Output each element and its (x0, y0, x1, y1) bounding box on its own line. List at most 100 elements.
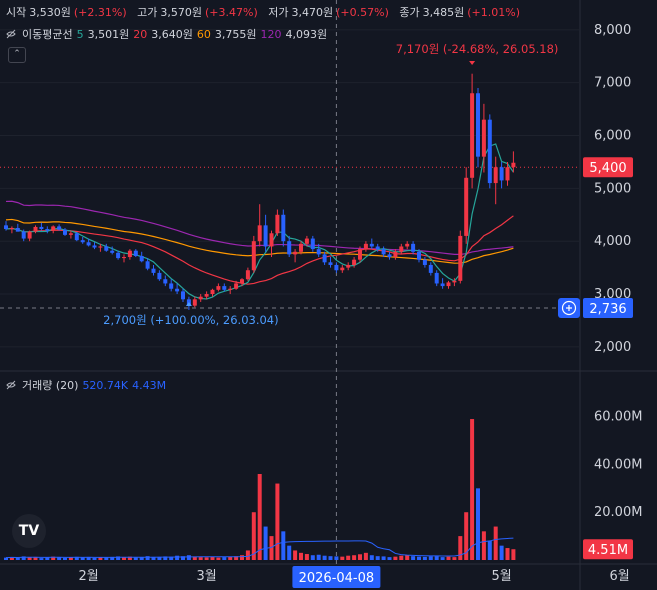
low-value: 3,470원 (291, 6, 334, 19)
ma-legend[interactable]: 이동평균선 5 3,501원 20 3,640원 60 3,755원 120 4,093원 (6, 26, 331, 42)
ma60-period: 60 (196, 28, 211, 41)
volume-bar (45, 557, 50, 560)
open-change: (+2.31%) (73, 6, 127, 19)
ma60-value: 3,755원 (214, 28, 257, 41)
volume-bar (186, 555, 191, 560)
candle-body (470, 93, 475, 178)
volume-bar (375, 556, 380, 560)
volume-bar (328, 556, 333, 560)
candle-body (192, 299, 197, 306)
candle-body (80, 240, 85, 243)
ma120-period: 120 (260, 28, 282, 41)
volume-bar (86, 557, 91, 560)
volume-legend[interactable]: 거래량 (20) 520.74K 4.43M (6, 377, 170, 393)
low-marker (185, 302, 192, 306)
candle-body (511, 162, 516, 168)
volume-bar (352, 555, 357, 560)
eye-off-icon[interactable] (6, 380, 16, 390)
volume-bar (304, 554, 309, 560)
candle-body (139, 255, 144, 262)
volume-bar (210, 556, 215, 560)
candle-body (363, 243, 368, 250)
volume-bar (104, 557, 109, 560)
candle-body (334, 264, 339, 271)
volume-bar (257, 474, 262, 560)
volume-bar (57, 557, 62, 560)
open-value: 3,530원 (29, 6, 71, 19)
volume-bar (281, 531, 286, 560)
volume-bar (74, 556, 79, 560)
open-label: 시작 (6, 6, 27, 19)
volume-bar (228, 556, 233, 560)
volume-bar (21, 556, 26, 560)
price-tick-label: 6,000 (594, 129, 631, 144)
volume-bar (275, 483, 280, 560)
candle-body (464, 177, 469, 236)
candle-body (487, 119, 492, 184)
candle-body (57, 226, 62, 230)
volume-bar (169, 556, 174, 560)
candle-body (157, 272, 162, 280)
ma5-line (5, 143, 514, 300)
candle-body (251, 241, 256, 271)
volume-bar (181, 556, 185, 560)
candle-body (110, 250, 115, 253)
volume-tick-label: 60.00M (594, 410, 642, 425)
candle-body (27, 231, 32, 239)
volume-bar (511, 549, 516, 560)
high-label: 고가 (137, 6, 158, 19)
volume-bar (287, 545, 292, 560)
candle-body (281, 214, 286, 242)
candle-body (68, 233, 73, 235)
volume-bar (346, 555, 351, 560)
candle-body (216, 286, 221, 290)
candle-body (51, 226, 56, 231)
volume-bar (452, 557, 457, 560)
price-tick-label: 8,000 (594, 23, 631, 38)
candle-body (39, 226, 44, 230)
high-annotation: 7,170원 (-24.68%, 26.05.18) (396, 42, 559, 56)
add-alert-button[interactable] (558, 297, 580, 318)
volume-bar (422, 556, 427, 560)
tradingview-logo[interactable]: TV (12, 514, 46, 548)
volume-tick-label: 40.00M (594, 457, 642, 472)
candle-body (133, 250, 138, 256)
candle-body (240, 279, 244, 284)
volume-bar (133, 557, 138, 560)
candle-body (181, 291, 185, 300)
volume-bar (499, 545, 504, 560)
volume-total-value: 4.43M (132, 379, 167, 392)
volume-bar (470, 419, 475, 560)
close-change: (+1.01%) (467, 6, 520, 19)
eye-off-icon[interactable] (6, 29, 16, 39)
volume-bar (127, 556, 132, 560)
close-value: 3,485원 (422, 6, 465, 19)
candle-body (405, 243, 410, 247)
volume-bar (434, 556, 439, 560)
volume-bar (175, 555, 180, 560)
volume-bar (234, 556, 239, 560)
candle-body (322, 254, 327, 263)
volume-bar (493, 526, 498, 560)
price-tick-label: 4,000 (594, 234, 631, 249)
candle-body (387, 254, 392, 258)
candle-body (269, 233, 274, 247)
volume-bar (487, 540, 492, 560)
candle-body (104, 246, 109, 251)
volume-bar (310, 555, 315, 560)
volume-bar (51, 556, 56, 560)
volume-bar (4, 557, 8, 560)
volume-bar (222, 557, 227, 560)
candle-body (287, 241, 292, 255)
candle-body (210, 289, 215, 295)
volume-bar (369, 555, 374, 560)
volume-bar (505, 548, 510, 560)
low-label: 저가 (268, 6, 289, 19)
ma5-period: 5 (76, 28, 84, 41)
volume-bar (33, 556, 38, 560)
candle-body (422, 259, 427, 265)
candle-body (393, 251, 398, 258)
collapse-chevron-icon[interactable]: ⌃ (8, 47, 26, 63)
volume-bar (269, 536, 274, 560)
